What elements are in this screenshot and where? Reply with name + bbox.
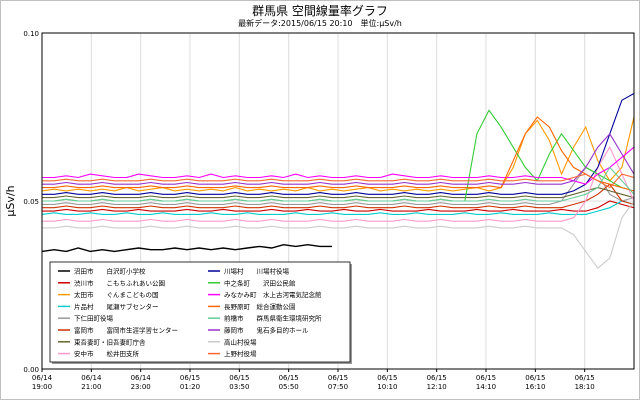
series-line — [42, 243, 332, 253]
series-line — [42, 132, 634, 185]
x-tick-label-time: 03:50 — [229, 383, 249, 391]
series-line — [42, 187, 634, 199]
series-line — [42, 173, 634, 189]
series-line — [42, 200, 634, 212]
y-axis-label: μSv/h — [4, 185, 17, 216]
x-tick-label-time: 12:10 — [427, 383, 447, 391]
series-line — [42, 116, 634, 192]
x-tick-label-time: 19:00 — [32, 383, 52, 391]
legend-label: 太田市 ぐんまこどもの国 — [74, 290, 159, 299]
x-tick-label-date: 06/15 — [525, 374, 545, 382]
x-tick-label-date: 06/15 — [427, 374, 447, 382]
y-tick-label: 0.05 — [23, 198, 39, 206]
y-tick-label: 0.00 — [23, 366, 39, 374]
x-tick-label-time: 07:50 — [328, 383, 348, 391]
series-line — [42, 93, 634, 195]
x-tick-label-date: 06/15 — [377, 374, 397, 382]
legend-label: 前橋市 群馬県衛生環境研究所 — [224, 314, 322, 323]
x-tick-label-date: 06/15 — [229, 374, 249, 382]
legend-label: 沼田市 白沢町小学校 — [74, 267, 146, 276]
x-tick-label-date: 06/15 — [279, 374, 299, 382]
y-tick-label: 0.10 — [23, 30, 39, 38]
x-tick-label-time: 16:10 — [525, 383, 545, 391]
x-tick-label-date: 06/15 — [575, 374, 595, 382]
series-line — [42, 166, 634, 205]
legend-label: みなかみ町 水上古河電気記念館 — [224, 290, 322, 299]
legend-box — [49, 261, 351, 363]
x-tick-label-time: 01:20 — [180, 383, 200, 391]
legend-label: 高山村役場 — [224, 337, 257, 346]
x-tick-label-date: 06/15 — [476, 374, 496, 382]
plot-border — [41, 32, 635, 370]
legend-label: 渋川市 こもちふれあい公園 — [74, 278, 165, 287]
legend-label: 藤岡市 鬼石多目的ホール — [224, 326, 309, 335]
legend-label: 中之条町 沢田公民館 — [224, 278, 296, 287]
x-tick-label-time: 10:10 — [377, 383, 397, 391]
x-tick-label-date: 06/14 — [131, 374, 152, 382]
series-line — [42, 200, 634, 270]
legend-label: 東吾妻町・旧吾妻町庁舎 — [74, 337, 146, 346]
x-tick-label-time: 23:00 — [131, 383, 151, 391]
x-tick-label-time: 14:10 — [476, 383, 496, 391]
x-tick-label-time: 21:00 — [81, 383, 101, 391]
legend-label: 富岡市 富岡市生涯学習センター — [74, 326, 178, 335]
series-line — [42, 166, 634, 202]
x-tick-label-time: 05:50 — [279, 383, 299, 391]
legend-label: 片品村 尾瀬サブセンター — [74, 302, 159, 311]
legend-label: 安中市 松井田支所 — [74, 349, 140, 358]
series-line — [42, 146, 634, 222]
series-line — [42, 146, 634, 185]
x-tick-label-date: 06/14 — [32, 374, 53, 382]
chart-title: 群馬県 空間線量率グラフ — [252, 4, 388, 18]
legend-label: 川場村 川場村役場 — [224, 267, 290, 276]
series-line — [42, 116, 634, 192]
x-tick-label-time: 18:10 — [575, 383, 595, 391]
legend-label: 上野村役場 — [224, 349, 257, 358]
series-line — [42, 183, 634, 209]
x-tick-label-date: 06/15 — [328, 374, 348, 382]
x-tick-label-date: 06/15 — [180, 374, 200, 382]
chart-subtitle: 最新データ:2015/06/15 20:10 単位:μSv/h — [238, 19, 402, 28]
legend-label: 下仁田町役場 — [74, 314, 114, 323]
series-line — [42, 200, 634, 215]
legend-label: 長野原町 総合運動公園 — [224, 302, 296, 311]
x-tick-label-date: 06/14 — [81, 374, 102, 382]
